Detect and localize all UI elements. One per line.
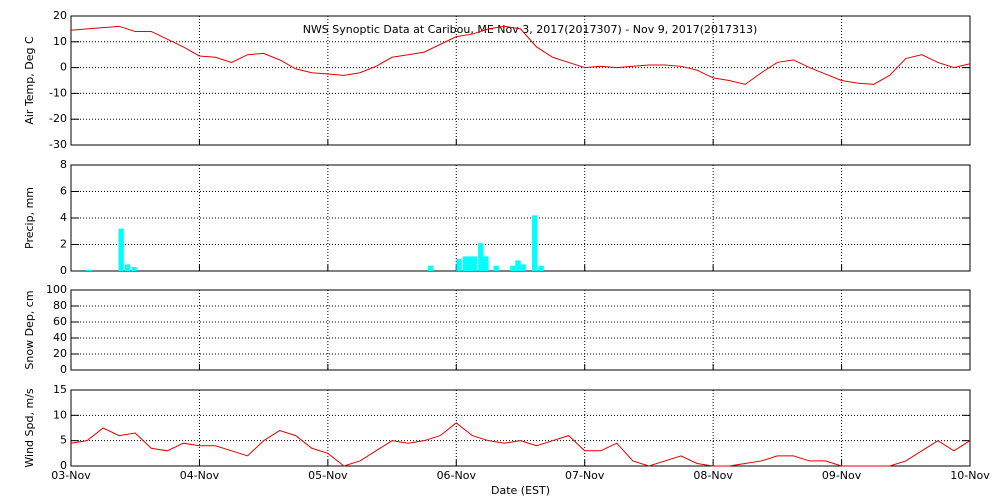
bar [471, 256, 478, 271]
bar [483, 256, 489, 271]
bar [538, 265, 544, 271]
x-tick-label: 03-Nov [51, 469, 91, 482]
bar [493, 265, 499, 271]
bar [456, 259, 462, 271]
y-tick-label: 60 [53, 315, 67, 328]
x-tick-label: 06-Nov [437, 469, 477, 482]
bar [520, 264, 526, 271]
y-tick-label: 0 [60, 264, 67, 277]
y-tick-label: 5 [60, 434, 67, 447]
bar [462, 256, 469, 271]
y-tick-label: 20 [53, 347, 67, 360]
plot-frame [70, 164, 971, 272]
plot-frame [70, 15, 971, 146]
y-axis-label: Precip, mm [23, 187, 36, 249]
x-tick-label: 07-Nov [565, 469, 605, 482]
y-tick-label: -10 [49, 86, 67, 99]
x-tick-label: 08-Nov [693, 469, 733, 482]
data-line [70, 25, 971, 85]
y-tick-label: 2 [60, 238, 67, 251]
y-tick-label: 80 [53, 299, 67, 312]
y-tick-label: 10 [53, 35, 67, 48]
bar [515, 260, 521, 271]
y-tick-label: 0 [60, 459, 67, 472]
y-tick-label: -30 [49, 138, 67, 151]
bar [86, 269, 92, 271]
y-tick-label: 10 [53, 408, 67, 421]
bar [124, 264, 131, 271]
plot-frame [70, 389, 971, 467]
x-tick-label: 04-Nov [180, 469, 220, 482]
y-tick-label: -20 [49, 112, 67, 125]
chart-title: NWS Synoptic Data at Caribou, ME Nov 3, … [303, 23, 758, 36]
y-axis-label: Air Temp, Deg C [23, 36, 36, 125]
y-tick-label: 6 [60, 185, 67, 198]
y-tick-label: 40 [53, 331, 67, 344]
x-axis-label: Date (EST) [491, 484, 550, 497]
y-tick-label: 100 [46, 283, 67, 296]
y-tick-label: 0 [60, 363, 67, 376]
bar [118, 228, 124, 271]
bar [131, 267, 137, 271]
y-axis-label: Snow Dep, cm [23, 290, 36, 369]
x-tick-label: 10-Nov [950, 469, 990, 482]
bar [466, 256, 472, 271]
bar [478, 243, 484, 271]
x-tick-label: 05-Nov [308, 469, 348, 482]
plot-frame [70, 289, 971, 371]
y-tick-label: 8 [60, 158, 67, 171]
bar [510, 265, 516, 271]
y-tick-label: 20 [53, 9, 67, 22]
bar [532, 215, 538, 271]
y-tick-label: 15 [53, 383, 67, 396]
y-tick-label: 0 [60, 61, 67, 74]
x-tick-label: 09-Nov [822, 469, 862, 482]
y-axis-label: Wind Spd, m/s [23, 388, 36, 468]
bar [428, 265, 434, 271]
data-line [70, 422, 971, 467]
y-tick-label: 4 [60, 211, 67, 224]
